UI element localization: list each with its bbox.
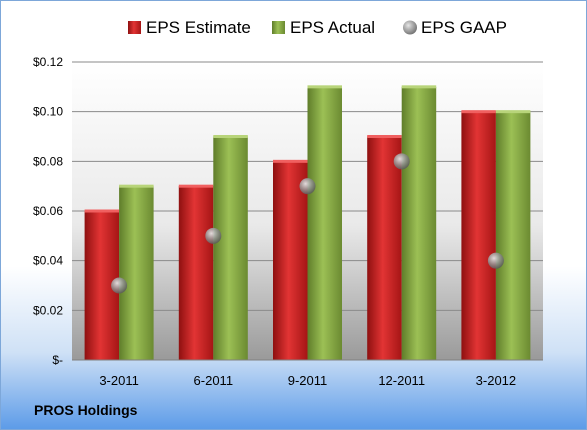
x-tick-label: 3-2012	[476, 373, 516, 388]
bar-top-eps-estimate	[461, 110, 496, 114]
bar-top-eps-actual	[307, 85, 342, 89]
y-tick-label: $0.06	[33, 204, 63, 218]
legend-swatch	[403, 20, 417, 35]
y-tick-label: $0.04	[33, 254, 63, 268]
x-tick-label: 9-2011	[288, 373, 328, 388]
marker-eps-gaap	[111, 277, 128, 294]
bar-top-eps-estimate	[367, 135, 402, 138]
marker-eps-gaap	[487, 252, 504, 269]
bar-eps-estimate	[461, 111, 496, 361]
x-tick-label: 6-2011	[194, 373, 234, 388]
bar-top-eps-actual	[119, 184, 154, 188]
y-tick-label: $0.08	[33, 154, 63, 168]
y-axis-ticks: $- $0.02 $0.04 $0.06 $0.08 $0.10 $0.12	[33, 55, 63, 367]
bar-eps-actual	[401, 86, 437, 360]
marker-eps-gaap	[299, 178, 316, 195]
bar-top-eps-actual	[401, 85, 437, 89]
legend-label: EPS GAAP	[421, 18, 507, 37]
company-label: PROS Holdings	[34, 402, 138, 418]
y-tick-label: $0.02	[33, 303, 63, 317]
gaap-markers	[111, 153, 504, 294]
legend-swatch	[272, 21, 285, 34]
bar-eps-estimate	[367, 136, 402, 360]
marker-eps-gaap	[393, 153, 410, 170]
bar-top-eps-actual	[213, 135, 248, 138]
x-tick-label: 3-2011	[99, 373, 139, 388]
bar-top-eps-estimate	[273, 159, 308, 163]
bar-top-eps-estimate	[84, 209, 120, 213]
bar-eps-estimate	[178, 186, 214, 360]
marker-eps-gaap	[205, 227, 222, 244]
y-tick-label: $0.10	[33, 105, 63, 119]
bar-top-eps-actual	[495, 110, 531, 114]
bar-eps-estimate	[273, 161, 308, 360]
y-tick-label: $-	[52, 353, 63, 367]
bar-eps-actual	[213, 136, 248, 360]
legend-label: EPS Actual	[290, 18, 375, 37]
x-tick-label: 12-2011	[378, 373, 425, 388]
bar-eps-actual	[119, 186, 154, 360]
x-axis-ticks: 3-2011 6-2011 9-2011 12-2011 3-2012	[99, 373, 516, 388]
y-tick-label: $0.12	[33, 55, 63, 69]
legend: EPS Estimate EPS Actual EPS GAAP	[128, 18, 507, 37]
bar-eps-actual	[495, 111, 531, 361]
legend-label: EPS Estimate	[146, 18, 251, 37]
bar-eps-actual	[307, 86, 342, 360]
bar-top-eps-estimate	[178, 184, 214, 188]
bars	[84, 85, 531, 361]
legend-swatch	[128, 21, 141, 34]
